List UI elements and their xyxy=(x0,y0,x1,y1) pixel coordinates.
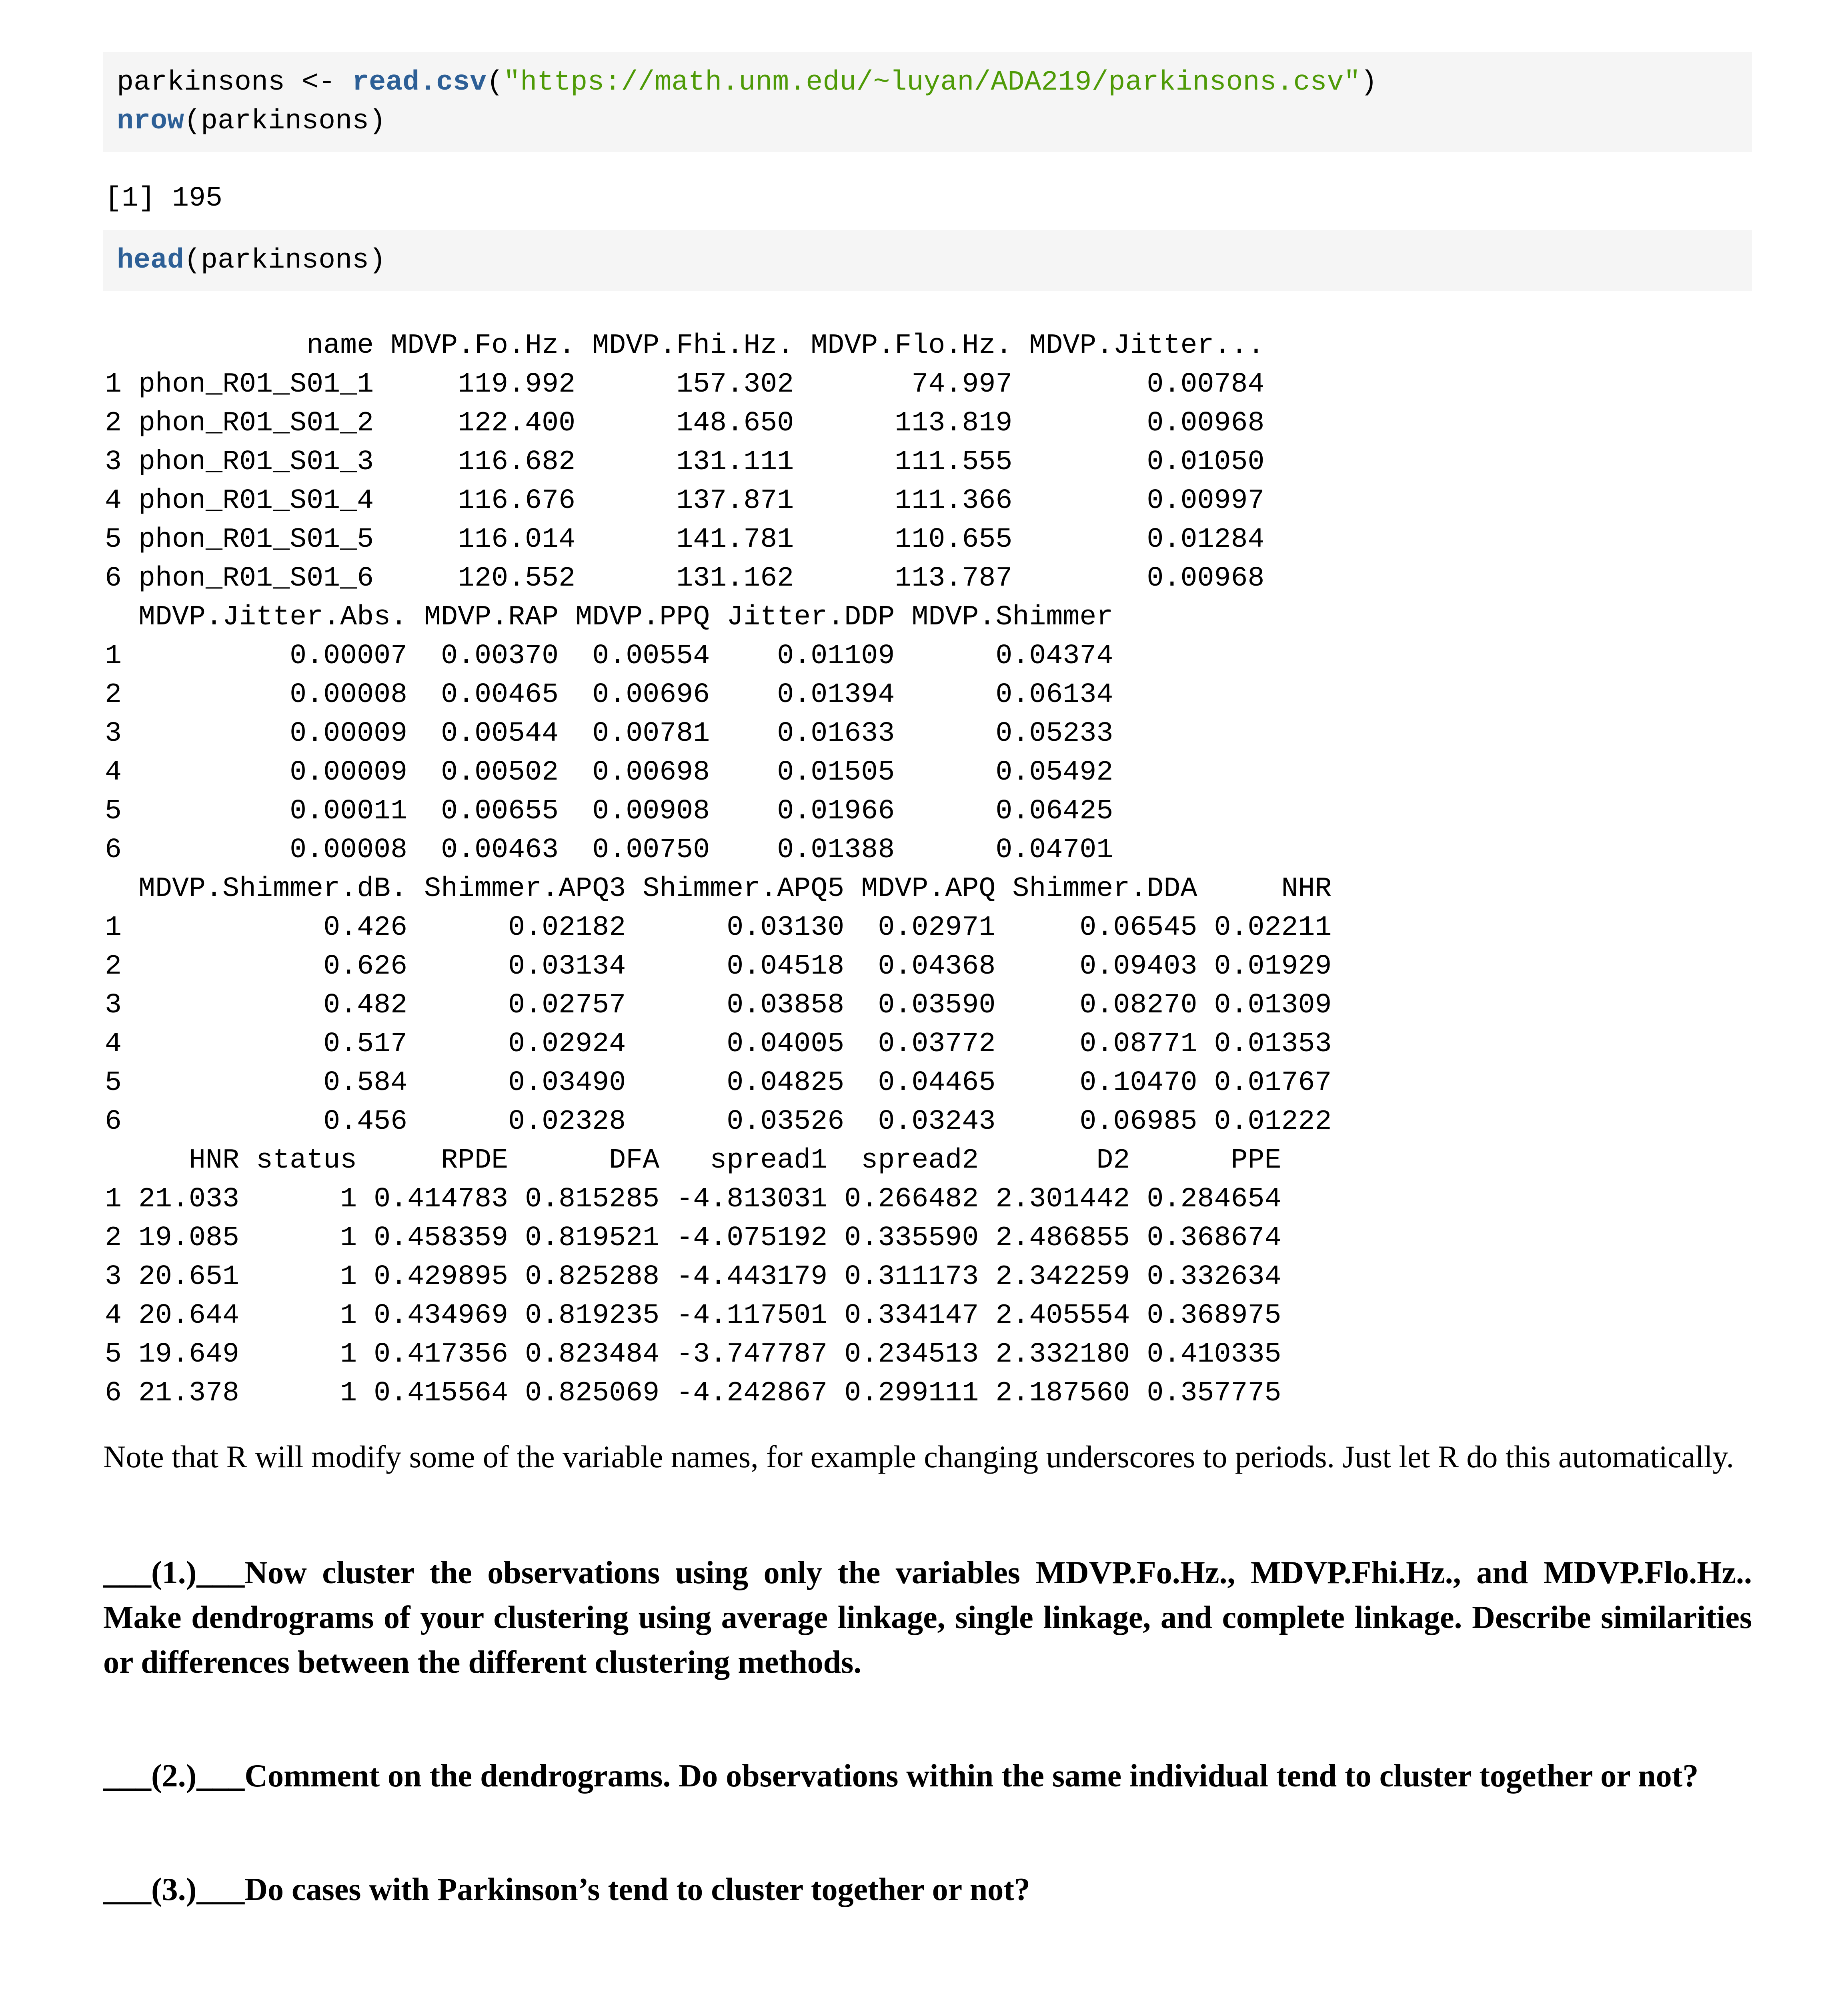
r-code-block-head: head(parkinsons) xyxy=(103,230,1752,291)
code-line: head(parkinsons) xyxy=(117,241,1738,280)
code-token: (parkinsons) xyxy=(184,245,386,276)
code-token-string: "https://math.unm.edu/~luyan/ADA219/park… xyxy=(503,67,1361,98)
code-token: ) xyxy=(1360,67,1377,98)
question-2-prefix: ___(2.)___ xyxy=(103,1758,245,1794)
question-1-text: Now cluster the observations using only … xyxy=(103,1555,1752,1680)
code-line: nrow(parkinsons) xyxy=(117,102,1738,141)
question-1: ___(1.)___Now cluster the observations u… xyxy=(103,1550,1752,1685)
code-token-function: read.csv xyxy=(352,67,487,98)
question-2: ___(2.)___Comment on the dendrograms. Do… xyxy=(103,1754,1752,1798)
question-1-prefix: ___(1.)___ xyxy=(103,1555,245,1590)
question-3-text: Do cases with Parkinson’s tend to cluste… xyxy=(244,1872,1030,1907)
r-code-block-read-csv: parkinsons <- read.csv("https://math.unm… xyxy=(103,52,1752,152)
code-token: (parkinsons) xyxy=(184,106,386,137)
question-2-text: Comment on the dendrograms. Do observati… xyxy=(244,1758,1699,1794)
console-output-head-table: name MDVP.Fo.Hz. MDVP.Fhi.Hz. MDVP.Flo.H… xyxy=(105,330,1332,1409)
question-3-prefix: ___(3.)___ xyxy=(103,1872,245,1907)
code-token xyxy=(335,67,352,98)
console-output-nrow: [1] 195 xyxy=(105,183,223,214)
code-token: ( xyxy=(487,67,504,98)
question-3: ___(3.)___Do cases with Parkinson’s tend… xyxy=(103,1867,1752,1912)
code-token-function: nrow xyxy=(117,106,184,137)
note-paragraph: Note that R will modify some of the vari… xyxy=(103,1439,1734,1474)
code-token: <- xyxy=(302,67,336,98)
code-line: parkinsons <- read.csv("https://math.unm… xyxy=(117,63,1738,102)
code-token: parkinsons xyxy=(117,67,302,98)
code-token-function: head xyxy=(117,245,184,276)
